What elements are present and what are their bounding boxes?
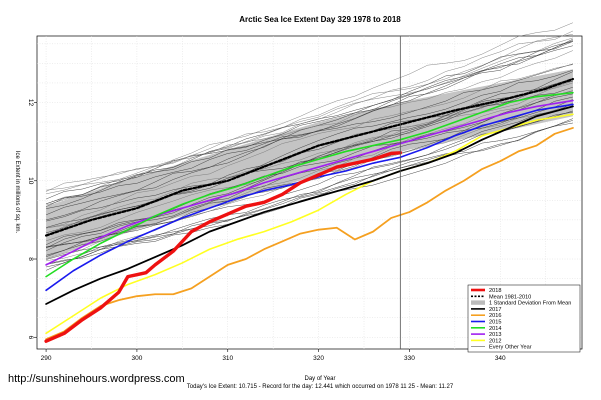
other-year-line [46, 90, 573, 260]
other-year-line [46, 86, 573, 247]
watermark: http://sunshinehours.wordpress.com [8, 373, 185, 385]
series-line [45, 113, 574, 335]
other-year-line [46, 102, 574, 261]
other-year-line [46, 22, 574, 195]
std-band [46, 69, 573, 260]
other-year-line [46, 110, 573, 256]
legend-label: 2014 [489, 326, 501, 332]
other-year-line [46, 122, 573, 268]
legend-label: 2012 [489, 338, 501, 344]
other-year-line [45, 96, 573, 249]
x-tick-label: 290 [41, 355, 52, 362]
series-lines [44, 36, 575, 349]
y-tick-label: 8 [27, 257, 34, 261]
legend-label: 2015 [489, 320, 501, 326]
legend-label: 1 Standard Deviation From Mean [489, 301, 571, 307]
other-year-line [45, 63, 573, 207]
legend-box [467, 284, 581, 353]
x-tick-label: 310 [222, 355, 233, 362]
series-line [45, 127, 574, 341]
x-tick-label: 320 [313, 355, 324, 362]
other-year-line [46, 64, 573, 229]
std-band-area [46, 69, 573, 260]
legend-label: 2018 [489, 288, 501, 294]
series-line [44, 151, 403, 343]
footnote: Today's Ice Extent: 10.715 - Record for … [187, 384, 454, 390]
x-tick-label: 300 [131, 355, 142, 362]
x-axis-label: Day of Year [304, 376, 335, 382]
series-line [45, 91, 574, 278]
series-line [44, 77, 575, 237]
legend-label: Mean 1981-2010 [489, 294, 531, 300]
series-line [45, 99, 574, 266]
y-axis-label: Ice Extent in millions of sq. km. [14, 151, 20, 234]
other-year-line [45, 90, 573, 245]
other-year-line [45, 40, 574, 200]
x-tick-label: 330 [404, 355, 415, 362]
legend-label: 2013 [489, 332, 501, 338]
other-year-line [46, 50, 574, 206]
axis-ticks: 290 300 310 320 330 340 6 8 10 12 [27, 99, 506, 362]
y-tick-label: 10 [27, 177, 34, 185]
legend-swatch [471, 300, 485, 305]
other-year-line [45, 118, 574, 271]
legend-label: Every Other Year [489, 345, 532, 351]
other-year-line [46, 37, 573, 205]
other-year-line [46, 41, 573, 209]
other-year-line [45, 30, 574, 192]
y-tick-label: 6 [27, 335, 34, 339]
legend-label: 2016 [489, 313, 501, 319]
other-year-line [45, 38, 574, 216]
legend-label: 2017 [489, 307, 501, 313]
y-tick-label: 12 [27, 99, 34, 107]
series-line [45, 105, 574, 305]
other-year-line [46, 78, 573, 222]
x-tick-label: 340 [495, 355, 506, 362]
chart-title: Arctic Sea Ice Extent Day 329 1978 to 20… [239, 15, 401, 24]
